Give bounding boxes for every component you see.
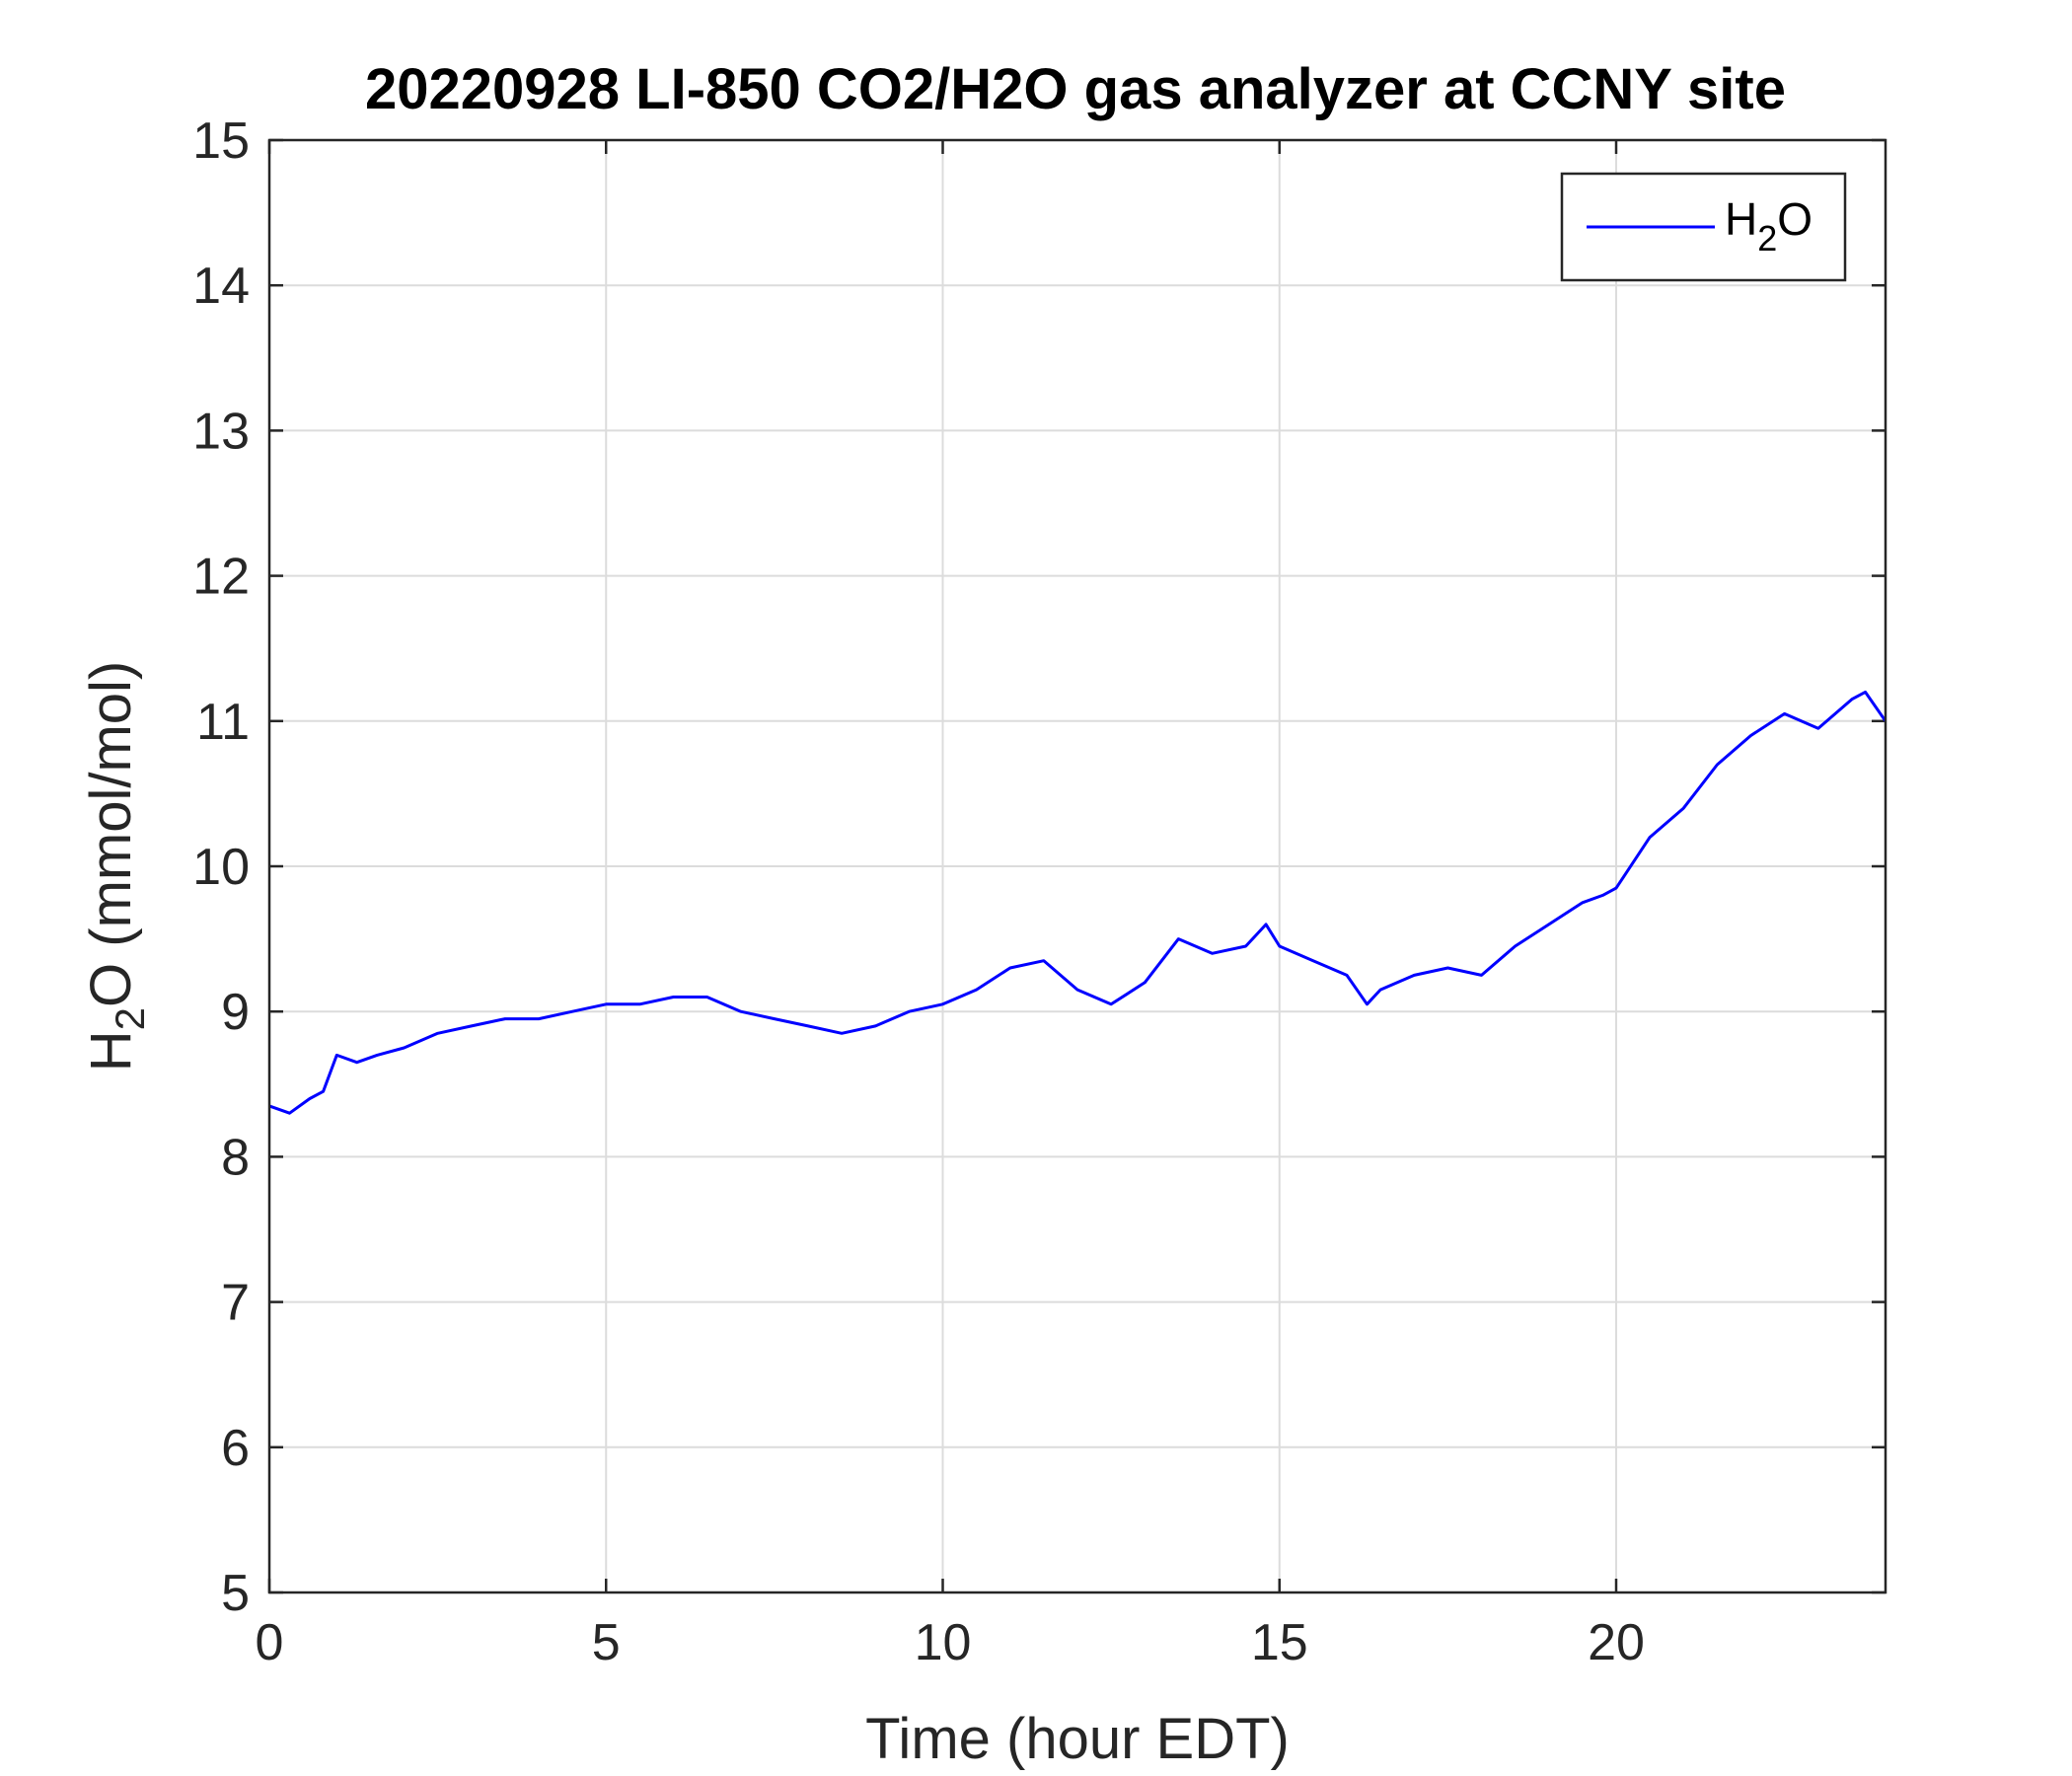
y-tick-label: 6 [221, 1420, 250, 1477]
y-tick-label: 11 [196, 694, 250, 751]
y-tick-label: 14 [192, 258, 250, 315]
x-tick-label: 5 [592, 1614, 621, 1671]
y-tick-label: 12 [192, 549, 250, 606]
legend-label-base: H [1725, 193, 1757, 245]
grid [268, 140, 1886, 1592]
x-tick-label: 20 [1588, 1614, 1645, 1671]
y-tick-label: 5 [221, 1565, 250, 1622]
y-tick-label: 9 [221, 984, 250, 1041]
x-tick-label: 10 [915, 1614, 972, 1671]
y-axis-label: H2O (mmol/mol) [79, 661, 153, 1072]
y-tick-label: 15 [192, 112, 250, 170]
y-axis-label-rest: O (mmol/mol) [79, 661, 143, 1007]
y-tick-label: 8 [221, 1129, 250, 1186]
x-axis-label: Time (hour EDT) [865, 1707, 1290, 1771]
y-tick-label: 10 [192, 839, 250, 896]
series-line-h2o [268, 690, 1887, 1115]
legend-label: H2O [1725, 193, 1813, 259]
legend-label-rest: O [1777, 193, 1813, 245]
legend-label-subscript: 2 [1757, 218, 1777, 259]
series-layer [268, 690, 1887, 1115]
y-axis-label-base: H [79, 1030, 143, 1072]
y-tick-label: 13 [192, 403, 250, 460]
y-tick-label: 7 [221, 1275, 250, 1332]
chart-title: 20220928 LI-850 CO2/H2O gas analyzer at … [365, 57, 1786, 121]
plot-frame [267, 138, 1887, 1594]
x-tick-label: 0 [256, 1614, 284, 1671]
y-axis-label-subscript: 2 [107, 1007, 153, 1030]
x-tick-label: 15 [1251, 1614, 1308, 1671]
legend: H2O [1560, 172, 1847, 282]
